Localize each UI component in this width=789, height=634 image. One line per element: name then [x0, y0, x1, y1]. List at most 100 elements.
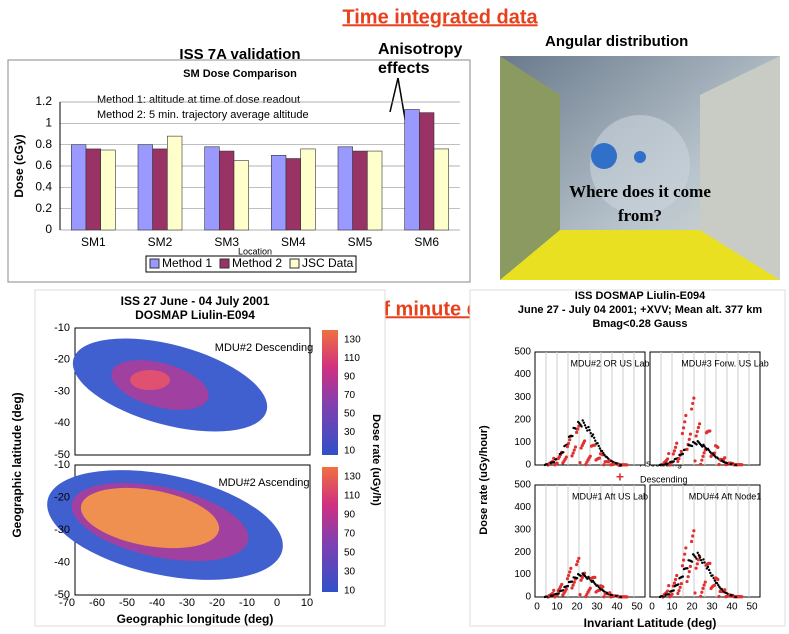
- scatter-dot: [673, 584, 677, 588]
- scatter-title: ISS DOSMAP Liulin-E094: [575, 290, 706, 302]
- scatter-dot: [675, 441, 679, 445]
- scatter-dot: [598, 452, 603, 456]
- scatter-dot: [579, 578, 583, 582]
- scatter-dot: [677, 589, 681, 593]
- scatter-dot: [558, 589, 562, 593]
- y-tick-label: 0.2: [35, 201, 52, 215]
- scatter-dot: [621, 595, 626, 599]
- scatter-dot: [597, 444, 600, 448]
- colorbar-tick: 110: [344, 491, 360, 502]
- scatter-dot: [600, 449, 604, 453]
- chart-title: ISS 7A validation: [179, 46, 300, 63]
- scatter-dot: [702, 558, 705, 561]
- scatter-dot: [687, 559, 690, 562]
- scatter-dot: [685, 447, 689, 452]
- contour-y-tick: -40: [54, 556, 70, 568]
- scatter-dot: [676, 459, 680, 464]
- bar: [300, 148, 316, 231]
- scatter-dot: [602, 451, 605, 455]
- contour-y-tick: -10: [54, 322, 70, 334]
- scatter-dot: [713, 579, 717, 582]
- scatter-x-tick: 20: [571, 602, 583, 613]
- scatter-dot: [589, 432, 592, 435]
- scatter-dot: [683, 420, 687, 424]
- scatter-dot: [554, 458, 557, 461]
- scatter-x-tick: 0: [649, 602, 655, 613]
- scatter-dot: [544, 463, 548, 466]
- scatter-dot: [573, 445, 578, 449]
- contour-x-tick: -40: [149, 597, 165, 609]
- scatter-dot: [572, 448, 576, 452]
- scatter-dot: [583, 424, 587, 427]
- legend-label: Method 1: [162, 256, 212, 270]
- scatter-x-tick: 0: [534, 602, 540, 613]
- scatter-dot: [720, 459, 723, 462]
- scatter-dot: [667, 451, 671, 456]
- scatter-x-tick: 10: [666, 602, 678, 613]
- scatter-dot: [610, 459, 613, 463]
- scatter-dot: [734, 595, 737, 599]
- contour-x-tick: -70: [59, 597, 75, 609]
- scatter-dot: [679, 581, 683, 586]
- scatter-dot: [563, 585, 566, 589]
- scatter-dot: [673, 457, 677, 461]
- heading-top: Time integrated data: [342, 6, 538, 28]
- scatter-dot: [668, 463, 672, 467]
- scatter-dot: [736, 594, 741, 599]
- scatter-dot: [707, 449, 711, 452]
- scatter-dot: [574, 430, 579, 434]
- scatter-dot: [718, 585, 721, 589]
- scatter-panel-label: MDU#1 Aft US Lab: [572, 491, 648, 501]
- scatter-dot: [585, 592, 589, 596]
- scatter-dot: [586, 429, 589, 432]
- scatter-dot: [697, 422, 702, 426]
- scatter-dot: [709, 571, 712, 575]
- scatter-y-label: Dose rate (uGy/hour): [478, 425, 490, 535]
- scatter-dot: [689, 539, 694, 544]
- scatter-dot: [577, 556, 581, 560]
- scatter-dot: [680, 564, 685, 568]
- contour-panel-label: MDU#2 Descending: [215, 342, 313, 354]
- bar: [337, 146, 353, 231]
- scatter-dot: [688, 564, 693, 568]
- scatter-dot: [588, 428, 591, 432]
- scatter-dot: [679, 449, 683, 454]
- bar: [233, 160, 249, 231]
- chart-subtitle: SM Dose Comparison: [183, 68, 297, 80]
- scatter-x-tick: 40: [726, 602, 738, 613]
- scatter-y-tick: 300: [514, 524, 531, 535]
- scatter-dot: [553, 595, 557, 599]
- scatter-dot: [578, 593, 582, 597]
- scatter-dot: [702, 583, 706, 587]
- scatter-dot: [608, 591, 612, 595]
- scatter-dot: [720, 587, 723, 591]
- scatter-x-tick: 40: [611, 602, 623, 613]
- scatter-dot: [672, 581, 677, 585]
- scatter-dot: [673, 577, 678, 582]
- scatter-x-tick: 30: [706, 602, 718, 613]
- scatter-dot: [692, 529, 696, 533]
- scatter-dot: [711, 452, 714, 455]
- annotation: Method 1: altitude at time of dose reado…: [97, 94, 300, 106]
- photo-title: Angular distribution: [545, 33, 688, 50]
- scatter-dot: [589, 576, 594, 580]
- scatter-dot: [713, 444, 718, 448]
- scatter-subtitle: June 27 - July 04 2001; +XVV; Mean alt. …: [518, 304, 762, 316]
- bar: [285, 158, 301, 231]
- scatter-dot: [568, 438, 572, 442]
- legend-marker: +: [616, 469, 624, 485]
- scatter-dot: [693, 459, 697, 463]
- scatter-dot: [594, 590, 598, 594]
- scatter-dot: [718, 589, 722, 594]
- bar: [100, 149, 116, 231]
- colorbar-tick: 30: [344, 567, 356, 578]
- scatter-y-tick: 500: [514, 480, 531, 491]
- x-tick-label: SM1: [81, 235, 106, 249]
- scatter-panel-label: MDU#2 OR US Lab: [570, 358, 649, 368]
- scatter-dot: [571, 451, 575, 455]
- contour-y-tick: -20: [54, 354, 70, 366]
- photo-floor: [500, 230, 780, 280]
- scatter-dot: [580, 425, 583, 428]
- scatter-dot: [704, 431, 709, 435]
